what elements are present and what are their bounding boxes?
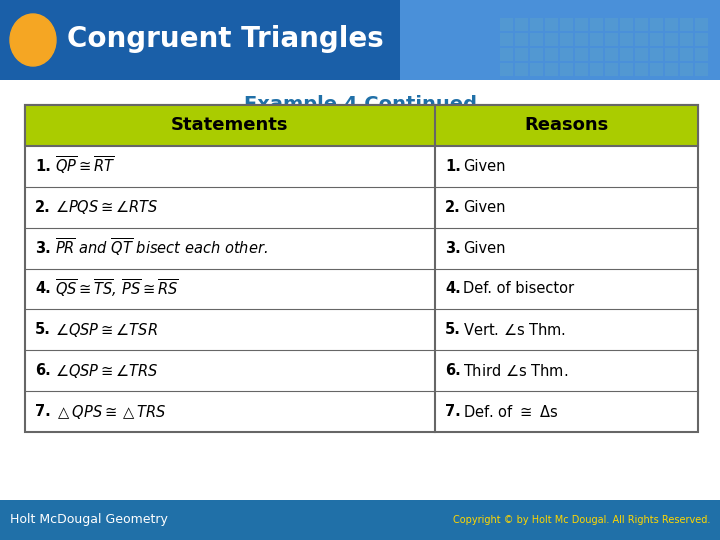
Text: 7.: 7. (445, 404, 461, 419)
Bar (575, 48, 588, 61)
Bar (530, 18, 543, 31)
Text: Given: Given (463, 200, 505, 215)
Text: Third $\angle$s Thm.: Third $\angle$s Thm. (463, 363, 568, 379)
Text: $\overline{QP} \cong \overline{RT}$: $\overline{QP} \cong \overline{RT}$ (55, 155, 115, 178)
Bar (650, 18, 663, 31)
Text: 2.: 2. (445, 200, 461, 215)
Bar (560, 63, 573, 76)
Bar (605, 48, 618, 61)
Bar (695, 33, 708, 46)
Bar (530, 33, 543, 46)
Text: Congruent Triangles: Congruent Triangles (67, 25, 384, 53)
Text: 6.: 6. (35, 363, 50, 378)
Bar (620, 18, 633, 31)
Bar (500, 63, 513, 76)
Text: 5.: 5. (35, 322, 51, 338)
Bar (575, 63, 588, 76)
Bar (695, 63, 708, 76)
Bar (590, 18, 603, 31)
Bar (665, 63, 678, 76)
Text: 1.: 1. (35, 159, 51, 174)
FancyBboxPatch shape (25, 105, 698, 146)
Bar (590, 33, 603, 46)
Text: 1.: 1. (445, 159, 461, 174)
Bar (545, 48, 558, 61)
Bar (635, 48, 648, 61)
Bar (650, 48, 663, 61)
Text: $\angle PQS \cong \angle RTS$: $\angle PQS \cong \angle RTS$ (55, 198, 158, 216)
FancyBboxPatch shape (0, 0, 400, 80)
Text: $\angle QSP \cong \angle TSR$: $\angle QSP \cong \angle TSR$ (55, 321, 158, 339)
Bar (500, 18, 513, 31)
Text: Vert. $\angle$s Thm.: Vert. $\angle$s Thm. (463, 322, 566, 338)
Bar (545, 33, 558, 46)
Bar (680, 33, 693, 46)
Bar (650, 33, 663, 46)
Text: $\triangle QPS \cong \triangle TRS$: $\triangle QPS \cong \triangle TRS$ (55, 402, 166, 421)
Bar (590, 63, 603, 76)
Bar (515, 18, 528, 31)
Bar (695, 18, 708, 31)
FancyBboxPatch shape (0, 500, 720, 540)
Text: Example 4 Continued: Example 4 Continued (243, 96, 477, 114)
Bar (635, 33, 648, 46)
Text: Given: Given (463, 240, 505, 255)
Text: Def. of bisector: Def. of bisector (463, 281, 574, 296)
Bar (635, 63, 648, 76)
Text: $\overline{QS} \cong \overline{TS}$, $\overline{PS} \cong \overline{RS}$: $\overline{QS} \cong \overline{TS}$, $\o… (55, 278, 179, 300)
Text: 4.: 4. (445, 281, 461, 296)
Bar (590, 48, 603, 61)
Text: Copyright © by Holt Mc Dougal. All Rights Reserved.: Copyright © by Holt Mc Dougal. All Right… (453, 515, 710, 525)
Bar (605, 33, 618, 46)
Text: 6.: 6. (445, 363, 461, 378)
Text: Holt McDougal Geometry: Holt McDougal Geometry (10, 514, 168, 526)
Bar (620, 33, 633, 46)
Text: 5.: 5. (445, 322, 461, 338)
Bar (695, 48, 708, 61)
Text: 4.: 4. (35, 281, 50, 296)
Bar (560, 33, 573, 46)
Bar (605, 18, 618, 31)
FancyBboxPatch shape (400, 0, 720, 80)
Text: Def. of $\cong$ $\Delta$s: Def. of $\cong$ $\Delta$s (463, 403, 558, 420)
Bar (560, 48, 573, 61)
Bar (650, 63, 663, 76)
Bar (680, 48, 693, 61)
Text: $\angle QSP \cong \angle TRS$: $\angle QSP \cong \angle TRS$ (55, 362, 158, 380)
Ellipse shape (10, 14, 56, 66)
Text: Given: Given (463, 159, 505, 174)
Bar (680, 18, 693, 31)
Bar (680, 63, 693, 76)
Text: 2.: 2. (35, 200, 50, 215)
Bar (575, 33, 588, 46)
Bar (545, 63, 558, 76)
Bar (545, 18, 558, 31)
Text: 3.: 3. (445, 240, 461, 255)
Text: 7.: 7. (35, 404, 50, 419)
Bar (665, 18, 678, 31)
Bar (635, 18, 648, 31)
Bar (560, 18, 573, 31)
Bar (665, 48, 678, 61)
Bar (515, 33, 528, 46)
Text: 3.: 3. (35, 240, 50, 255)
Bar (500, 33, 513, 46)
Bar (515, 48, 528, 61)
Bar (500, 48, 513, 61)
FancyBboxPatch shape (25, 105, 698, 432)
Bar (530, 63, 543, 76)
Bar (620, 63, 633, 76)
Bar (575, 18, 588, 31)
Bar (665, 33, 678, 46)
Text: Statements: Statements (171, 117, 289, 134)
Bar (530, 48, 543, 61)
Text: $\overline{PR}$ and $\overline{QT}$ bisect each other.: $\overline{PR}$ and $\overline{QT}$ bise… (55, 237, 268, 259)
Text: Reasons: Reasons (524, 117, 608, 134)
Bar (620, 48, 633, 61)
Bar (605, 63, 618, 76)
Bar (515, 63, 528, 76)
